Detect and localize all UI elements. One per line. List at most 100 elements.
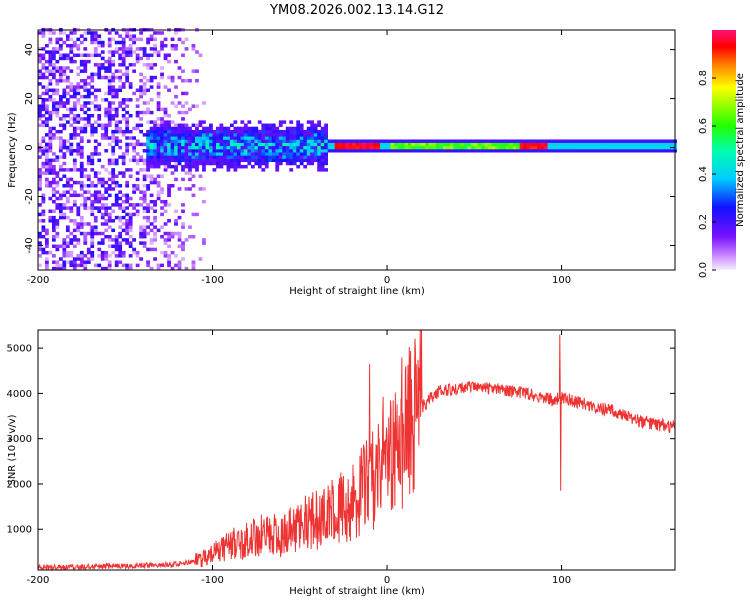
spectrogram-cell	[55, 247, 60, 252]
spectrogram-cell	[250, 158, 255, 163]
spectrogram-cell	[296, 139, 301, 143]
spectrogram-cell	[51, 190, 56, 194]
spectrogram-cell	[97, 196, 102, 201]
spectrogram-cell	[72, 199, 77, 204]
spectrogram-cell	[222, 161, 227, 166]
spectrogram-cell	[107, 104, 112, 108]
spectrogram-cell	[90, 126, 95, 131]
spectrogram-cell	[191, 149, 196, 153]
spectrogram-cell	[177, 158, 182, 163]
spectrogram-cell	[51, 88, 56, 93]
spectrogram-cell	[93, 120, 98, 124]
spectrogram-cell	[317, 142, 322, 147]
spectrogram-cell	[93, 129, 98, 134]
spectrogram-cell	[160, 129, 164, 134]
spectrogram-cell	[460, 142, 465, 147]
spectrogram-cell	[86, 101, 91, 105]
spectrogram-cell	[338, 149, 342, 153]
spectrogram-cell	[439, 149, 444, 153]
spectrogram-cell	[184, 161, 189, 166]
spectrogram-cell	[69, 50, 74, 54]
spectrogram-cell	[355, 149, 360, 153]
spectrogram-cell	[58, 257, 63, 261]
spectrogram-cell	[111, 219, 116, 223]
spectrogram-cell	[90, 231, 95, 236]
spectrogram-cell	[72, 85, 77, 89]
spectrogram-cell	[65, 101, 70, 105]
spectrogram-cell	[62, 78, 67, 83]
figure-title: YM08.2026.002.13.14.G12	[269, 3, 444, 18]
spectrogram-cell	[195, 161, 199, 166]
spectrogram-cell	[387, 145, 391, 150]
spectrogram-cell	[470, 142, 475, 147]
spectrogram-cell	[114, 184, 119, 188]
spectrogram-cell	[118, 104, 123, 108]
spectrogram-cell	[303, 136, 308, 140]
spectrogram-cell	[226, 133, 231, 137]
spectrogram-cell	[44, 69, 49, 73]
spectrogram-cell	[592, 149, 597, 153]
spectrogram-cell	[149, 142, 154, 147]
spectrogram-cell	[107, 40, 112, 45]
spectrogram-cell	[188, 139, 192, 143]
spectrogram-cell	[191, 174, 196, 178]
spectrogram-cell	[38, 47, 42, 51]
spectrogram-cell	[369, 149, 374, 153]
spectrogram-cell	[135, 59, 140, 64]
spectrogram-cell	[282, 129, 287, 134]
spectrogram-cell	[97, 206, 102, 210]
spectrogram-cell	[222, 142, 227, 147]
spectrogram-cell	[313, 136, 318, 140]
spectrogram-cell	[86, 117, 91, 121]
spectrogram-cell	[62, 206, 67, 210]
spectrogram-cell	[394, 149, 398, 153]
spectrogram-cell	[167, 184, 171, 188]
spectrogram-cell	[111, 238, 116, 242]
spectrogram-cell	[170, 133, 175, 137]
spectrogram-cell	[79, 260, 84, 264]
spectrogram-cell	[118, 56, 123, 61]
spectrogram-cell	[240, 149, 245, 153]
spectrogram-cell	[48, 59, 53, 64]
spectrogram-cell	[135, 212, 140, 217]
spectrogram-cell	[48, 209, 53, 213]
spectrogram-cell	[627, 145, 632, 150]
spectrogram-cell	[90, 250, 95, 255]
spectrogram-cell	[156, 133, 161, 137]
spectrogram-cell	[624, 145, 629, 150]
spectrogram-cell	[51, 75, 56, 80]
spectrogram-cell	[62, 139, 67, 143]
spectrogram-cell	[93, 190, 98, 194]
spectrogram-cell	[83, 110, 88, 115]
spectrogram-cell	[243, 133, 248, 137]
spectrogram-cell	[324, 149, 328, 153]
spectrogram-cell	[170, 129, 175, 134]
spectrogram-cell	[261, 136, 266, 140]
spectrogram-cell	[111, 114, 116, 118]
spectrogram-cell	[163, 120, 168, 124]
spectrogram-cell	[118, 75, 123, 80]
spectrogram-cell	[125, 196, 130, 201]
spectrogram-cell	[202, 168, 206, 172]
spectrogram-cell	[299, 152, 304, 156]
spectrogram-cell	[153, 158, 157, 163]
spectrogram-cell	[202, 155, 206, 159]
spectrogram-cell	[69, 85, 74, 89]
spectrogram-cell	[125, 47, 130, 51]
spectrogram-cell	[121, 171, 126, 175]
spectrogram-cell	[425, 142, 430, 147]
spectrogram-cell	[58, 31, 63, 35]
spectrogram-cell	[62, 142, 67, 147]
spectrogram-cell	[114, 241, 119, 245]
spectrogram-cell	[565, 139, 569, 143]
snr-x-label: Height of straight line (km)	[289, 586, 425, 597]
spectrogram-cell	[55, 66, 60, 70]
spectrogram-cell	[51, 171, 56, 175]
spectrogram-cell	[561, 145, 566, 150]
spectrogram-cell	[505, 149, 510, 153]
spectrogram-cell	[254, 155, 259, 159]
spectrogram-cell	[79, 126, 84, 131]
colorbar: 0.00.20.40.60.8 Normalized spectral ampl…	[698, 30, 746, 278]
spectrogram-cell	[118, 69, 123, 73]
spectrogram-cell	[254, 136, 259, 140]
